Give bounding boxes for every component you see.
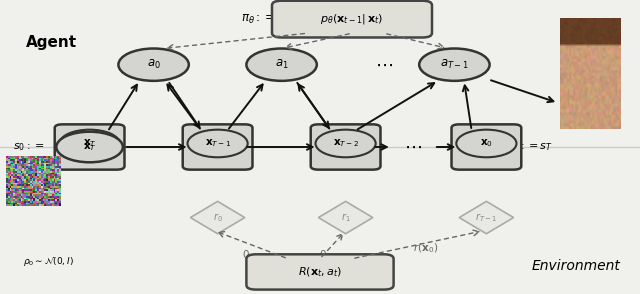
Text: $p_\theta(\mathbf{x}_{t-1}|\, \mathbf{x}_t)$: $p_\theta(\mathbf{x}_{t-1}|\, \mathbf{x}… xyxy=(321,12,383,26)
Text: $a_1$: $a_1$ xyxy=(275,58,289,71)
Circle shape xyxy=(246,49,317,81)
Polygon shape xyxy=(319,201,372,234)
Circle shape xyxy=(118,49,189,81)
Text: $a_{T-1}$: $a_{T-1}$ xyxy=(440,58,469,71)
Text: $s_0 :=$: $s_0 :=$ xyxy=(13,141,44,153)
Text: $r(\mathbf{x}_0)$: $r(\mathbf{x}_0)$ xyxy=(413,242,438,255)
Text: $\mathbf{x}_{T-2}$: $\mathbf{x}_{T-2}$ xyxy=(333,138,358,149)
Text: $\cdots$: $\cdots$ xyxy=(404,138,422,156)
Text: $a_0$: $a_0$ xyxy=(147,58,161,71)
Polygon shape xyxy=(460,201,514,234)
FancyBboxPatch shape xyxy=(311,124,380,170)
Circle shape xyxy=(188,130,248,157)
FancyBboxPatch shape xyxy=(55,124,124,170)
FancyBboxPatch shape xyxy=(183,124,253,170)
FancyBboxPatch shape xyxy=(246,254,394,290)
Text: $\rho_0 \sim \mathcal{N}(0, I)$: $\rho_0 \sim \mathcal{N}(0, I)$ xyxy=(22,255,74,268)
Text: Environment: Environment xyxy=(531,259,620,273)
Circle shape xyxy=(419,49,490,81)
Text: Agent: Agent xyxy=(26,35,77,50)
Circle shape xyxy=(56,132,123,162)
Text: $R(\mathbf{x}_t, a_t)$: $R(\mathbf{x}_t, a_t)$ xyxy=(298,265,342,279)
FancyBboxPatch shape xyxy=(452,124,521,170)
Text: $r_{T-1}$: $r_{T-1}$ xyxy=(476,211,497,224)
Text: $\mathbf{x}_T$: $\mathbf{x}_T$ xyxy=(83,138,97,149)
Text: $0$: $0$ xyxy=(319,248,327,260)
Text: $\cdots$: $\cdots$ xyxy=(375,56,393,74)
FancyBboxPatch shape xyxy=(272,1,432,37)
Text: $\mathbf{x}_T$: $\mathbf{x}_T$ xyxy=(83,141,97,153)
Text: $:= s_T$: $:= s_T$ xyxy=(518,141,553,153)
Circle shape xyxy=(456,130,516,157)
Text: $r_0$: $r_0$ xyxy=(212,211,223,224)
Text: $0$: $0$ xyxy=(243,248,250,260)
Text: $\mathbf{x}_{T-1}$: $\mathbf{x}_{T-1}$ xyxy=(205,138,230,149)
Circle shape xyxy=(316,130,376,157)
Text: $r_1$: $r_1$ xyxy=(340,211,351,224)
Polygon shape xyxy=(191,201,245,234)
Text: $\pi_\theta :=$: $\pi_\theta :=$ xyxy=(241,13,275,26)
Circle shape xyxy=(60,130,120,157)
Text: $\mathbf{x}_0$: $\mathbf{x}_0$ xyxy=(480,138,493,149)
